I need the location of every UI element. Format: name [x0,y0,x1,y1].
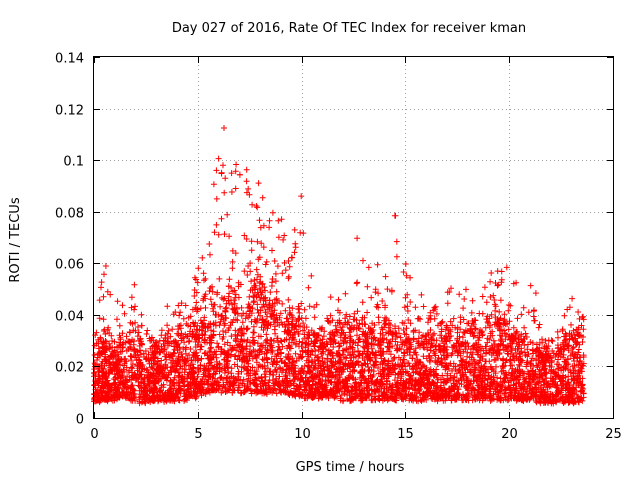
x-tick-label: 20 [501,427,518,442]
x-tick-labels: 0 5 10 15 20 25 [90,427,621,442]
y-tick-label: 0.06 [55,258,84,273]
y-tick-label: 0.08 [55,207,84,222]
x-tick-label: 10 [294,427,311,442]
x-tick-label: 0 [90,427,98,442]
axis-ticks [94,57,614,419]
y-tick-labels: 0 0.02 0.04 0.06 0.08 0.1 0.12 0.14 [55,52,84,428]
y-axis-label: ROTI / TECUs [8,197,23,282]
y-tick-label: 0.02 [55,361,84,376]
y-tick-label: 0.1 [63,155,84,170]
x-tick-label: 5 [194,427,202,442]
y-tick-label: 0.04 [55,310,84,325]
chart-title: Day 027 of 2016, Rate Of TEC Index for r… [172,21,526,36]
y-tick-label: 0.12 [55,104,84,119]
x-axis-label: GPS time / hours [296,460,405,475]
data-points [91,125,587,407]
x-tick-label: 15 [397,427,414,442]
y-tick-label: 0.14 [55,52,84,67]
plot-frame [93,56,614,419]
scatter-points [91,125,587,407]
y-tick-label: 0 [76,413,84,428]
x-tick-label: 25 [605,427,622,442]
